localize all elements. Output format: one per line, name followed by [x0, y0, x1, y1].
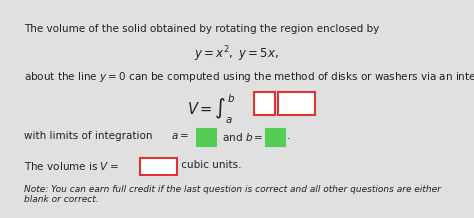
Bar — [197, 129, 216, 146]
Bar — [140, 158, 176, 175]
Text: $V = \int_a^b$: $V = \int_a^b$ — [187, 93, 236, 126]
Text: The volume is $V = $: The volume is $V = $ — [24, 160, 119, 172]
Text: ∨: ∨ — [302, 101, 308, 107]
Text: ?: ? — [288, 102, 293, 112]
Bar — [278, 92, 315, 115]
Text: and $b = $: and $b = $ — [219, 131, 263, 143]
Text: with limits of integration: with limits of integration — [24, 131, 155, 141]
Text: 0: 0 — [203, 137, 210, 147]
Bar — [254, 92, 275, 115]
Text: 5: 5 — [272, 137, 279, 147]
Text: cubic units.: cubic units. — [178, 160, 242, 170]
Text: $50\pi$: $50\pi$ — [147, 166, 169, 178]
Text: .: . — [287, 131, 290, 141]
Text: The volume of the solid obtained by rotating the region enclosed by: The volume of the solid obtained by rota… — [24, 24, 379, 34]
Bar — [266, 129, 285, 146]
Text: $a = $: $a = $ — [171, 131, 189, 141]
Text: about the line $y = 0$ can be computed using the method of disks or washers via : about the line $y = 0$ can be computed u… — [24, 70, 474, 84]
Text: Note: You can earn full credit if the last question is correct and all other que: Note: You can earn full credit if the la… — [24, 185, 441, 204]
Text: $y = x^2, \ y = 5x,$: $y = x^2, \ y = 5x,$ — [194, 45, 280, 64]
